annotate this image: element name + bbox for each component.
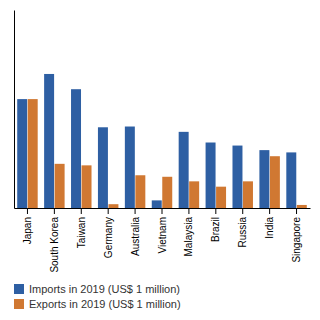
bar xyxy=(206,143,216,208)
x-tick-mark xyxy=(135,208,136,214)
legend-label: Imports in 2019 (US$ 1 million) xyxy=(29,283,180,295)
x-tick-mark xyxy=(242,208,243,214)
bar xyxy=(189,181,199,208)
x-tick-label: Australia xyxy=(130,217,141,256)
bar xyxy=(28,99,38,208)
x-tick-mark xyxy=(81,208,82,214)
legend-label: Exports in 2019 (US$ 1 million) xyxy=(29,298,181,310)
x-tick-label: Taiwan xyxy=(76,217,87,248)
legend: Imports in 2019 (US$ 1 million) Exports i… xyxy=(14,283,181,310)
x-tick-mark xyxy=(296,208,297,214)
legend-item: Imports in 2019 (US$ 1 million) xyxy=(14,283,180,295)
x-tick-mark xyxy=(188,208,189,214)
bar xyxy=(135,175,145,208)
bar-series xyxy=(17,74,296,208)
bar-series xyxy=(28,99,307,208)
x-tick: Brazil xyxy=(210,208,221,242)
x-tick: Vietnam xyxy=(157,208,168,254)
x-axis: Japan South Korea Taiwan Germany Australia Vi… xyxy=(15,208,311,273)
x-tick-label: Malaysia xyxy=(183,217,194,257)
bar xyxy=(270,156,280,208)
x-tick: Australia xyxy=(130,208,141,256)
x-tick-label: Germany xyxy=(103,217,114,258)
bar xyxy=(297,205,307,208)
bar xyxy=(179,132,189,208)
x-tick-mark xyxy=(27,208,28,214)
bar xyxy=(259,150,269,208)
bar xyxy=(232,146,242,208)
x-tick-label: Japan xyxy=(22,217,33,244)
bar xyxy=(17,99,27,208)
bar xyxy=(71,89,81,208)
bar xyxy=(243,181,253,208)
bar xyxy=(162,177,172,208)
x-tick-mark xyxy=(269,208,270,214)
bar xyxy=(108,204,118,208)
chart: Japan South Korea Taiwan Germany Australia Vi… xyxy=(0,0,320,320)
x-tick: Malaysia xyxy=(183,208,194,256)
bars xyxy=(17,74,307,208)
bar xyxy=(125,127,135,208)
x-tick-mark xyxy=(215,208,216,214)
legend-swatch xyxy=(14,299,24,309)
y-axis-line xyxy=(14,11,15,209)
x-tick: Japan xyxy=(22,208,33,244)
x-tick: Taiwan xyxy=(76,208,87,248)
bar xyxy=(55,164,65,208)
x-tick-label: Brazil xyxy=(210,217,221,242)
x-tick-mark xyxy=(162,208,163,214)
x-tick: South Korea xyxy=(49,208,60,273)
x-tick-mark xyxy=(54,208,55,214)
x-tick-label: India xyxy=(264,217,275,239)
bar xyxy=(286,152,296,208)
x-tick: Russia xyxy=(237,208,248,248)
x-tick-label: South Korea xyxy=(49,217,60,273)
bar xyxy=(44,74,54,208)
x-tick: Singapore xyxy=(291,208,302,263)
y-axis xyxy=(14,11,15,209)
legend-item: Exports in 2019 (US$ 1 million) xyxy=(14,298,181,310)
x-tick: Germany xyxy=(103,208,114,258)
legend-swatch xyxy=(14,284,24,294)
x-tick-label: Vietnam xyxy=(157,217,168,254)
bar xyxy=(216,187,226,208)
bar xyxy=(98,127,108,208)
x-tick-label: Russia xyxy=(237,217,248,248)
plot: Japan South Korea Taiwan Germany Australia Vi… xyxy=(15,11,311,273)
x-tick-mark xyxy=(108,208,109,214)
x-tick: India xyxy=(264,208,275,239)
bar xyxy=(152,200,162,208)
bar xyxy=(82,165,92,208)
x-tick-label: Singapore xyxy=(291,217,302,263)
